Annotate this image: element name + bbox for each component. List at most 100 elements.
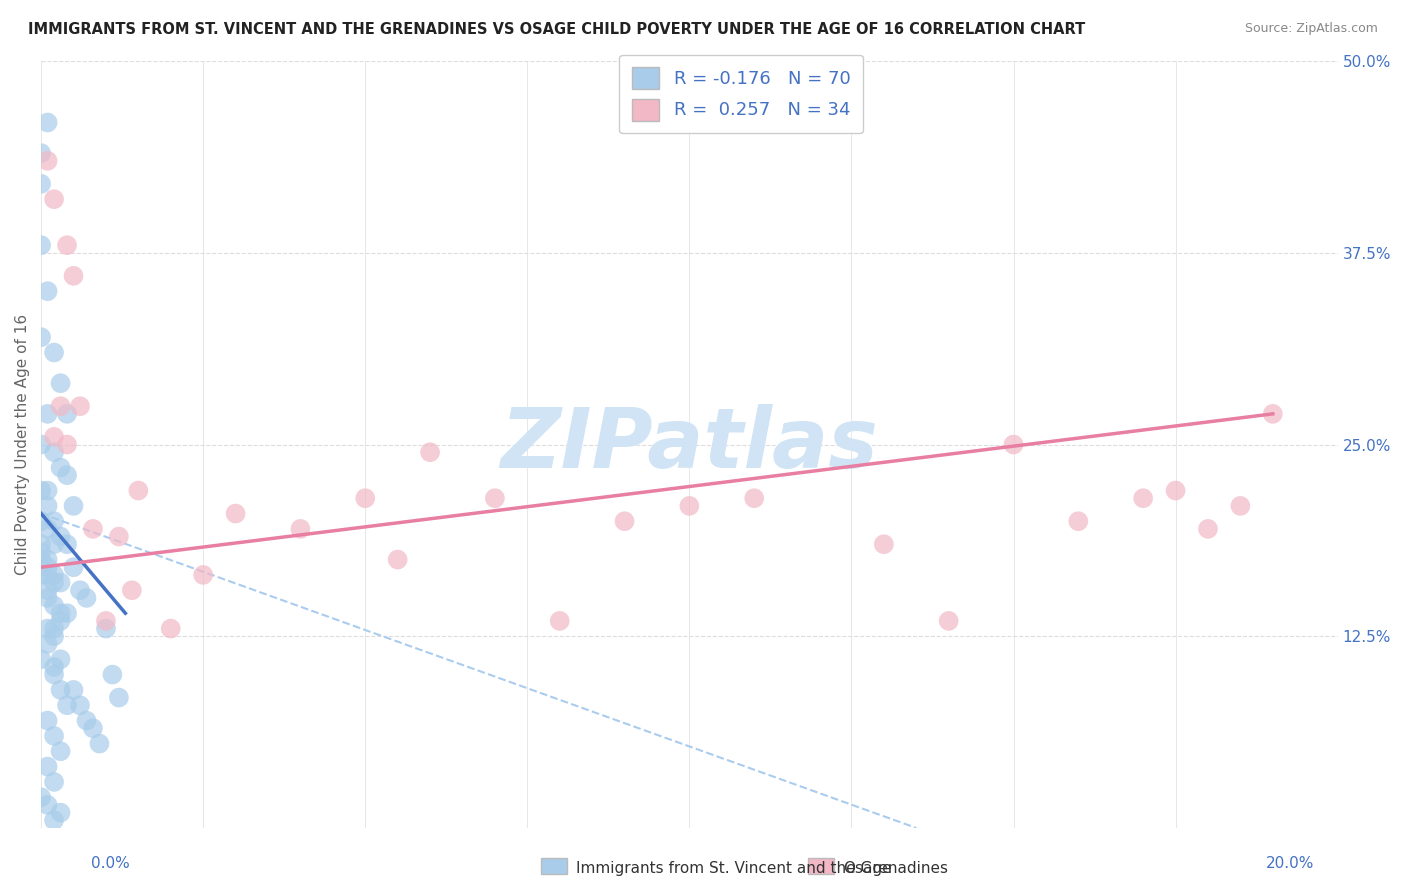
Point	[1132, 491, 1154, 506]
Point	[49, 652, 72, 666]
Point	[42, 575, 65, 590]
Point	[42, 568, 65, 582]
Text: IMMIGRANTS FROM ST. VINCENT AND THE GRENADINES VS OSAGE CHILD POVERTY UNDER THE : IMMIGRANTS FROM ST. VINCENT AND THE GREN…	[28, 22, 1085, 37]
Point	[1067, 514, 1090, 528]
Point	[49, 575, 72, 590]
Point	[56, 238, 79, 252]
Point	[193, 568, 215, 582]
Y-axis label: Child Poverty Under the Age of 16: Child Poverty Under the Age of 16	[15, 314, 30, 575]
Point	[82, 522, 104, 536]
Point	[42, 345, 65, 359]
Point	[89, 737, 111, 751]
Point	[42, 192, 65, 206]
FancyBboxPatch shape	[808, 858, 834, 874]
Point	[30, 568, 52, 582]
Point	[37, 284, 59, 298]
Point	[42, 667, 65, 681]
Point	[37, 583, 59, 598]
Point	[30, 514, 52, 528]
Legend: R = -0.176   N = 70, R =  0.257   N = 34: R = -0.176 N = 70, R = 0.257 N = 34	[620, 54, 863, 133]
Point	[37, 568, 59, 582]
Point	[42, 775, 65, 789]
Point	[62, 560, 84, 574]
Point	[354, 491, 377, 506]
Point	[225, 507, 247, 521]
Point	[42, 660, 65, 674]
Point	[678, 499, 700, 513]
Point	[42, 814, 65, 828]
Point	[742, 491, 765, 506]
Point	[613, 514, 636, 528]
Point	[30, 483, 52, 498]
Point	[484, 491, 506, 506]
Point	[101, 667, 124, 681]
Point	[387, 552, 409, 566]
Point	[30, 177, 52, 191]
Point	[42, 537, 65, 551]
Text: ZIPatlas: ZIPatlas	[501, 404, 879, 485]
Point	[30, 545, 52, 559]
Point	[1164, 483, 1187, 498]
Point	[69, 399, 91, 413]
Point	[56, 606, 79, 620]
Point	[94, 614, 117, 628]
Point	[419, 445, 441, 459]
Point	[37, 552, 59, 566]
Point	[42, 430, 65, 444]
Point	[938, 614, 960, 628]
Point	[69, 583, 91, 598]
Point	[37, 637, 59, 651]
Point	[108, 690, 131, 705]
Point	[159, 622, 181, 636]
Point	[94, 622, 117, 636]
Point	[30, 146, 52, 161]
Point	[30, 437, 52, 451]
Point	[37, 153, 59, 168]
Point	[42, 622, 65, 636]
Point	[49, 614, 72, 628]
Point	[108, 530, 131, 544]
Point	[37, 591, 59, 605]
Point	[548, 614, 571, 628]
Point	[30, 790, 52, 805]
Point	[49, 376, 72, 391]
Point	[30, 652, 52, 666]
Text: Immigrants from St. Vincent and the Grenadines: Immigrants from St. Vincent and the Gren…	[576, 862, 949, 876]
Text: Osage: Osage	[844, 862, 893, 876]
Point	[1197, 522, 1219, 536]
Point	[30, 552, 52, 566]
Point	[42, 445, 65, 459]
Point	[49, 399, 72, 413]
Point	[42, 629, 65, 643]
Point	[1229, 499, 1251, 513]
Point	[56, 698, 79, 713]
Point	[56, 407, 79, 421]
Point	[37, 622, 59, 636]
Point	[42, 514, 65, 528]
Point	[62, 682, 84, 697]
Point	[30, 238, 52, 252]
Point	[56, 537, 79, 551]
Point	[37, 407, 59, 421]
Point	[127, 483, 149, 498]
Point	[49, 530, 72, 544]
Point	[30, 537, 52, 551]
Point	[56, 468, 79, 483]
Point	[42, 599, 65, 613]
Point	[30, 330, 52, 344]
Point	[37, 714, 59, 728]
Point	[42, 729, 65, 743]
Text: Source: ZipAtlas.com: Source: ZipAtlas.com	[1244, 22, 1378, 36]
Point	[76, 591, 98, 605]
Text: 20.0%: 20.0%	[1267, 856, 1315, 871]
Point	[37, 759, 59, 773]
Point	[49, 682, 72, 697]
Point	[62, 268, 84, 283]
Point	[69, 698, 91, 713]
FancyBboxPatch shape	[541, 858, 567, 874]
Point	[76, 714, 98, 728]
Text: 0.0%: 0.0%	[91, 856, 131, 871]
Point	[82, 721, 104, 735]
Point	[49, 460, 72, 475]
Point	[56, 437, 79, 451]
